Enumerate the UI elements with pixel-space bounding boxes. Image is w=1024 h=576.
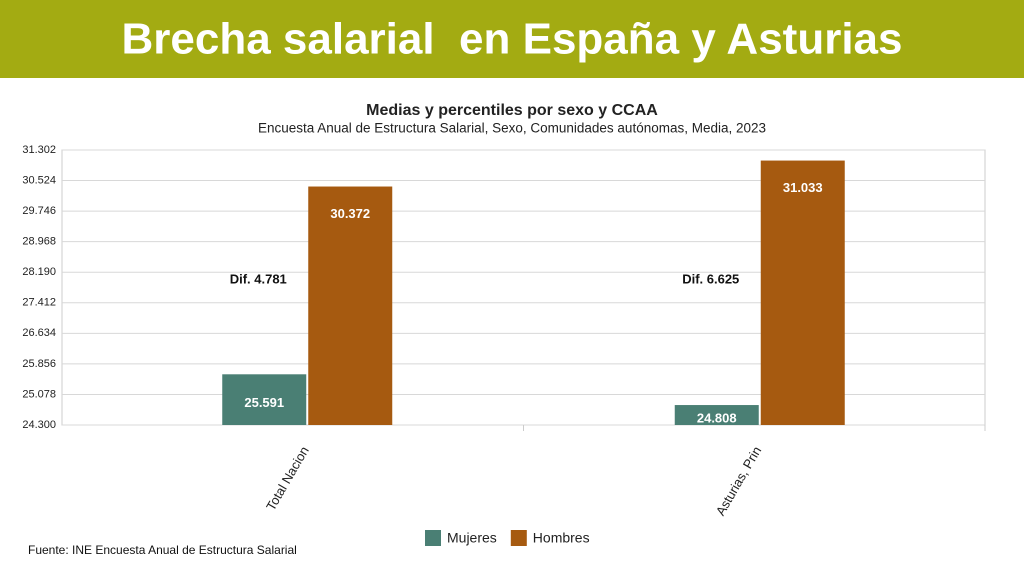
y-tick-label: 24.300 [22, 419, 56, 431]
header-band [0, 0, 1024, 78]
legend-label: Hombres [533, 530, 590, 546]
y-tick-label: 25.078 [22, 388, 56, 400]
value-label: 31.033 [783, 180, 823, 195]
x-tick-label: Asturias, Prin [713, 444, 765, 518]
source-note: Fuente: INE Encuesta Anual de Estructura… [28, 543, 297, 557]
legend-swatch [510, 530, 527, 546]
value-label: 24.808 [697, 410, 737, 425]
x-tick-label: Total Nacion [263, 444, 312, 513]
y-tick-label: 31.302 [22, 144, 56, 156]
legend-swatch [425, 530, 441, 546]
y-tick-label: 27.412 [22, 297, 56, 309]
y-tick-label: 28.190 [22, 266, 56, 278]
y-tick-label: 25.856 [22, 358, 56, 370]
annotation: Dif. 6.625 [682, 271, 739, 286]
value-label: 25.591 [244, 395, 284, 410]
chart-title: Medias y percentiles por sexo y CCAA [366, 102, 658, 119]
value-label: 30.372 [330, 206, 370, 221]
annotation: Dif. 4.781 [230, 271, 287, 286]
y-tick-label: 28.968 [22, 236, 56, 248]
plot-frame [61, 149, 986, 426]
chart-subtitle: Encuesta Anual de Estructura Salarial, S… [258, 121, 766, 136]
header-title: Brecha salarial en España y Asturias [122, 15, 903, 64]
bar [222, 374, 307, 425]
y-tick-label: 26.634 [22, 327, 56, 339]
y-tick-label: 30.524 [22, 174, 56, 186]
legend-label: Mujeres [447, 530, 497, 546]
bar [760, 160, 845, 426]
bar [308, 186, 393, 425]
y-tick-label: 29.746 [22, 205, 56, 217]
bar [674, 405, 759, 425]
